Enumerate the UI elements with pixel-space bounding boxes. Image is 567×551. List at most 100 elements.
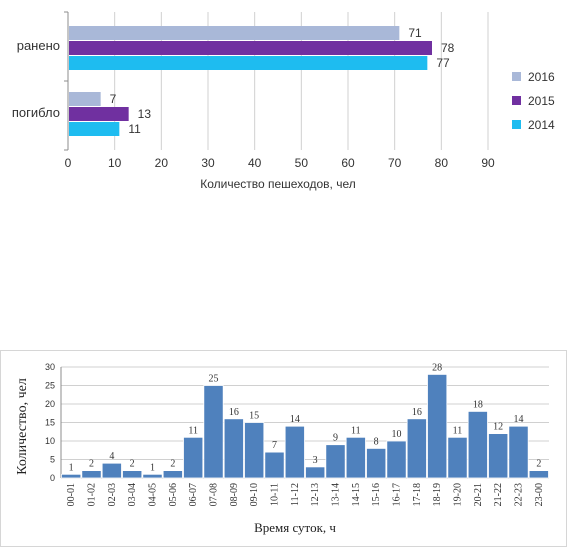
bar-18-19 xyxy=(427,373,448,479)
x-tick-label: 10 xyxy=(108,156,122,170)
bar-14-15 xyxy=(345,436,366,479)
data-label: 12 xyxy=(493,422,503,433)
x-tick-label: 01-02 xyxy=(87,483,98,506)
y-tick-label: 5 xyxy=(50,455,55,465)
bar-08-09 xyxy=(223,418,244,479)
x-tick-label: 40 xyxy=(248,156,262,170)
x-tick-label: 13-14 xyxy=(331,483,342,506)
y-tick-label: 20 xyxy=(45,399,55,409)
x-tick-label: 18-19 xyxy=(432,483,443,506)
x-axis-title: Время суток, ч xyxy=(254,520,336,535)
data-label: 28 xyxy=(432,362,442,373)
legend-swatch-2016 xyxy=(512,72,521,81)
x-tick-label: 17-18 xyxy=(412,483,423,506)
x-tick-label: 04-05 xyxy=(148,483,159,506)
x-tick-label: 19-20 xyxy=(453,483,464,506)
x-tick-label: 20-21 xyxy=(473,483,484,506)
x-tick-label: 21-22 xyxy=(493,483,504,506)
y-tick-label: 10 xyxy=(45,436,55,446)
bar-2014-injured xyxy=(69,56,428,70)
x-tick-label: 90 xyxy=(481,156,495,170)
bar-10-11 xyxy=(264,451,285,479)
x-tick-label: 20 xyxy=(155,156,169,170)
x-tick-label: 08-09 xyxy=(229,483,240,506)
chart-2-svg: 0 5 10 15 20 25 30 1 00-01 2 01-02 4 02-03 2 03-04 1 04-… xyxy=(15,362,549,535)
bar-2014-killed xyxy=(69,122,120,136)
bar-13-14 xyxy=(325,444,346,479)
bar-00-01 xyxy=(61,473,82,479)
category-label-injured: ранено xyxy=(17,38,60,53)
x-tick-label: 05-06 xyxy=(168,483,179,506)
bar-06-07 xyxy=(183,436,204,479)
data-label: 11 xyxy=(453,425,463,436)
hourly-distribution-chart: 0 5 10 15 20 25 30 1 00-01 2 01-02 4 02-03 2 03-04 1 04-… xyxy=(0,350,567,547)
data-label: 15 xyxy=(249,411,259,422)
bar-21-22 xyxy=(488,433,509,479)
bar-04-05 xyxy=(142,473,163,479)
bar-03-04 xyxy=(122,470,143,479)
x-tick-label: 60 xyxy=(341,156,355,170)
data-label: 3 xyxy=(313,455,318,466)
bar-16-17 xyxy=(386,440,407,479)
x-tick-label: 00-01 xyxy=(66,483,77,506)
data-label: 16 xyxy=(229,407,239,418)
x-tick-label: 0 xyxy=(65,156,72,170)
legend-swatch-2014 xyxy=(512,120,521,129)
bar-2015-injured xyxy=(69,41,432,55)
data-label: 2 xyxy=(89,459,94,470)
data-label: 1 xyxy=(69,462,74,473)
x-tick-label: 70 xyxy=(388,156,402,170)
x-tick-label: 16-17 xyxy=(392,483,403,506)
legend-label-2014: 2014 xyxy=(528,118,555,132)
data-label: 11 xyxy=(351,425,361,436)
x-tick-label: 06-07 xyxy=(188,483,199,506)
bar-12-13 xyxy=(305,466,326,479)
data-label: 18 xyxy=(473,399,483,410)
bar-07-08 xyxy=(203,385,224,479)
data-label: 2 xyxy=(170,459,175,470)
data-label: 14 xyxy=(514,414,524,425)
x-tick-label: 30 xyxy=(201,156,215,170)
data-label: 9 xyxy=(333,433,338,444)
bar-01-02 xyxy=(81,470,102,479)
bar-20-21 xyxy=(467,411,488,479)
x-tick-label: 09-10 xyxy=(249,483,260,506)
x-tick-label: 03-04 xyxy=(127,483,138,506)
y-tick-label: 15 xyxy=(45,418,55,428)
data-label: 1 xyxy=(150,462,155,473)
bar-2015-killed xyxy=(69,107,129,121)
bar-19-20 xyxy=(447,436,468,479)
y-tick-label: 25 xyxy=(45,381,55,391)
bar-09-10 xyxy=(244,422,265,479)
data-label: 7 xyxy=(272,440,277,451)
data-label: 4 xyxy=(109,451,114,462)
legend-swatch-2015 xyxy=(512,96,521,105)
data-label: 13 xyxy=(138,107,152,121)
x-tick-label: 50 xyxy=(295,156,309,170)
data-label: 10 xyxy=(392,429,402,440)
data-label: 14 xyxy=(290,414,300,425)
data-label: 16 xyxy=(412,407,422,418)
data-label: 77 xyxy=(436,56,450,70)
y-tick-label: 0 xyxy=(50,473,55,483)
bar-17-18 xyxy=(406,418,427,479)
bar-02-03 xyxy=(101,462,122,479)
x-tick-label: 23-00 xyxy=(534,483,545,506)
category-label-killed: погибло xyxy=(12,105,60,120)
chart-1-svg: 0 10 20 30 40 50 60 70 80 90 Количество пешеходов,… xyxy=(12,11,555,191)
data-label: 11 xyxy=(188,425,198,436)
bar-05-06 xyxy=(162,470,183,479)
x-axis-title: Количество пешеходов, чел xyxy=(200,177,356,191)
y-tick-label: 30 xyxy=(45,362,55,372)
bar-22-23 xyxy=(508,425,529,479)
x-tick-label: 15-16 xyxy=(371,483,382,506)
x-tick-label: 22-23 xyxy=(514,483,525,506)
data-label: 7 xyxy=(110,92,117,106)
x-tick-label: 80 xyxy=(435,156,449,170)
data-label: 2 xyxy=(130,459,135,470)
data-label: 11 xyxy=(128,122,141,136)
y-axis-title: Количество, чел xyxy=(15,378,30,475)
bar-11-12 xyxy=(284,425,305,479)
data-label: 78 xyxy=(441,41,455,55)
legend-label-2015: 2015 xyxy=(528,94,555,108)
